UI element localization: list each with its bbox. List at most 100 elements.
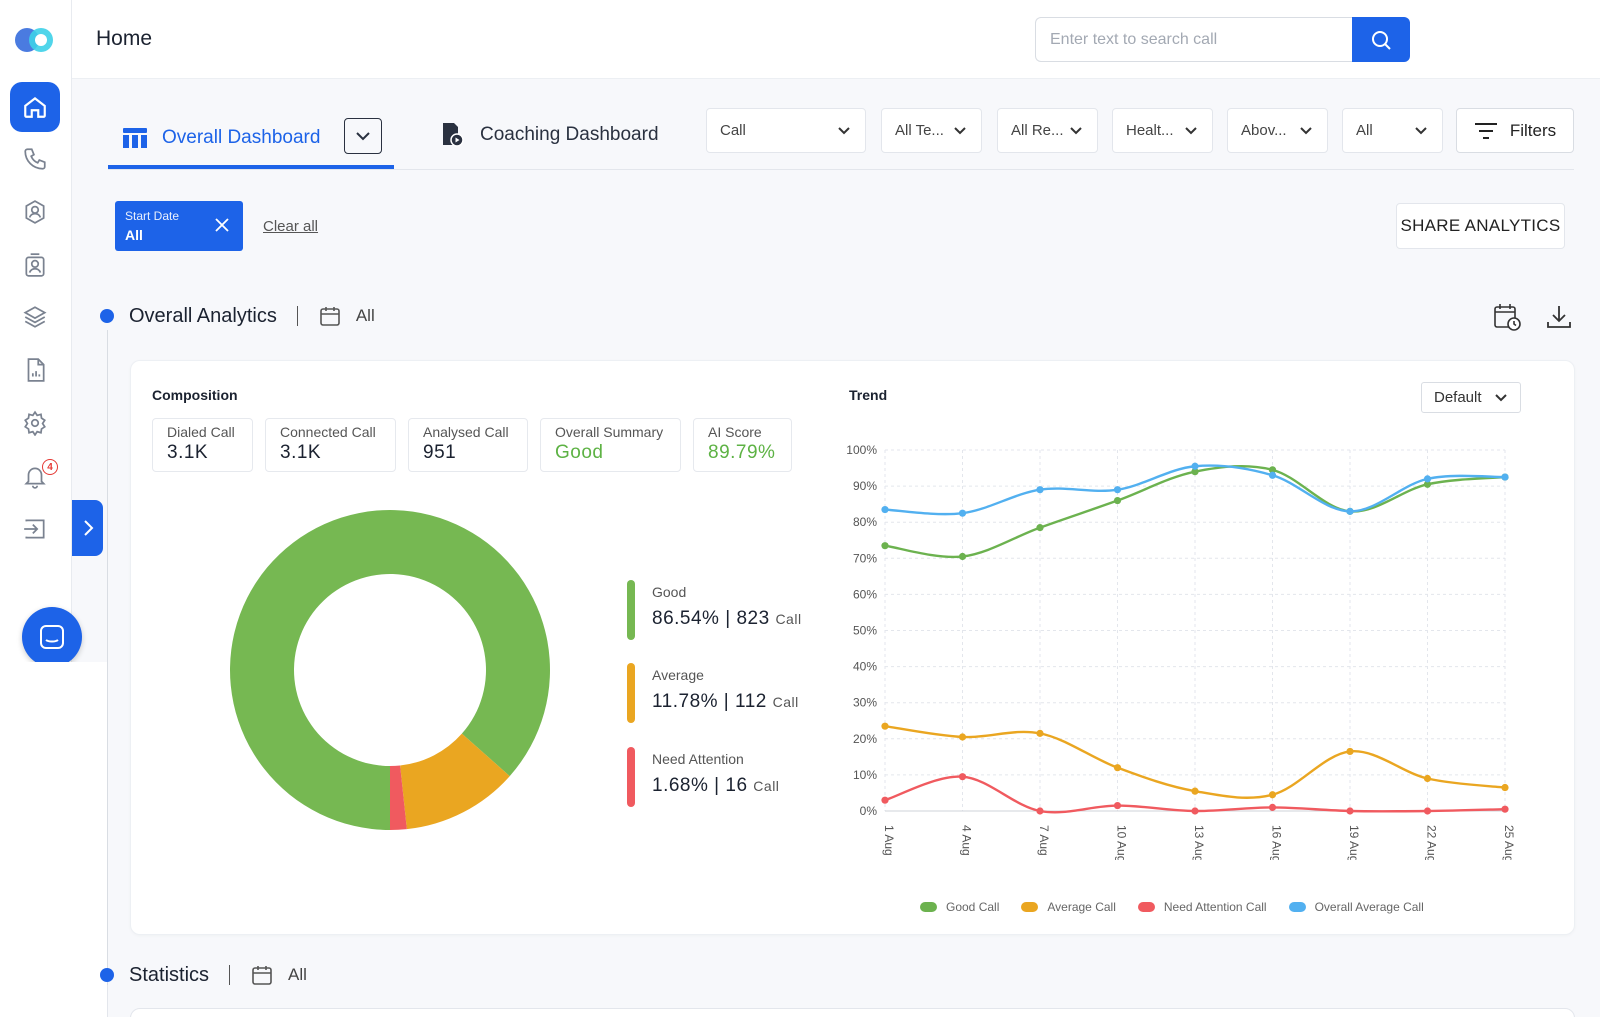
calendar-icon[interactable] [250, 963, 274, 987]
data-point-need-attention-call[interactable] [1501, 805, 1509, 813]
chevron-down-icon [838, 126, 850, 134]
download-icon[interactable] [1544, 302, 1574, 332]
trend-legend-item[interactable]: Overall Average Call [1288, 900, 1424, 914]
sidebar-item-reports[interactable] [10, 345, 60, 395]
filter-teams-value: All Te... [895, 122, 944, 139]
overall-analytics-title: Overall Analytics [129, 304, 277, 327]
data-point-need-attention-call[interactable] [1191, 807, 1199, 815]
data-point-average-call[interactable] [1268, 791, 1277, 799]
statistics-header: Statistics All [100, 963, 307, 987]
y-tick-label: 70% [853, 551, 877, 565]
x-tick-label: 10 Aug [1115, 825, 1129, 860]
composition-donut-chart [230, 510, 550, 830]
data-point-need-attention-call[interactable] [1036, 807, 1044, 815]
data-point-good-call[interactable] [958, 552, 967, 561]
data-point-need-attention-call[interactable] [1423, 807, 1432, 815]
y-tick-label: 0% [860, 804, 878, 818]
share-analytics-button[interactable]: SHARE ANALYTICS [1396, 203, 1565, 249]
sidebar-item-contacts[interactable] [10, 240, 60, 290]
data-point-overall-average-call[interactable] [881, 505, 889, 514]
trend-legend-item[interactable]: Good Call [920, 900, 999, 914]
filter-regions[interactable]: All Re... [997, 108, 1098, 153]
left-strip [0, 662, 108, 1017]
separator [229, 965, 231, 985]
data-point-average-call[interactable] [958, 733, 967, 741]
sidebar-item-agents[interactable] [10, 187, 60, 237]
data-point-average-call[interactable] [1113, 764, 1122, 772]
sidebar-expand-button[interactable] [72, 500, 103, 556]
filter-all-value: All [1356, 122, 1373, 139]
donut-slice-good[interactable] [230, 510, 550, 830]
data-point-average-call[interactable] [881, 722, 889, 730]
data-point-good-call[interactable] [1268, 466, 1277, 474]
trend-view-dropdown[interactable]: Default [1421, 382, 1521, 413]
data-point-good-call[interactable] [881, 542, 889, 550]
chat-launcher-button[interactable] [22, 607, 82, 667]
data-point-need-attention-call[interactable] [1268, 803, 1277, 811]
data-point-need-attention-call[interactable] [1346, 807, 1354, 815]
legend-unit: Call [772, 694, 799, 710]
data-point-overall-average-call[interactable] [1423, 475, 1432, 483]
chevron-down-icon [1300, 126, 1312, 134]
filter-all[interactable]: All [1342, 108, 1443, 153]
legend-swatch [1021, 902, 1039, 912]
donut-slice-need-attention[interactable] [390, 765, 407, 830]
sidebar-item-home[interactable] [10, 82, 60, 132]
metric-label: Connected Call [280, 424, 376, 440]
trend-legend-item[interactable]: Need Attention Call [1137, 900, 1267, 914]
tab-overall-dashboard[interactable]: Overall Dashboard [108, 110, 394, 169]
sidebar-item-settings[interactable] [10, 398, 60, 448]
x-tick-label: 22 Aug [1425, 825, 1439, 860]
tab-overall-dropdown[interactable] [344, 118, 382, 154]
data-point-overall-average-call[interactable] [1113, 486, 1122, 494]
filter-teams[interactable]: All Te... [881, 108, 982, 153]
data-point-average-call[interactable] [1346, 747, 1354, 756]
donut-slice-average[interactable] [400, 733, 510, 830]
data-point-good-call[interactable] [1423, 480, 1432, 488]
x-tick-label: 13 Aug [1192, 825, 1206, 860]
calendar-icon[interactable] [318, 304, 342, 328]
data-point-need-attention-call[interactable] [881, 796, 889, 804]
sidebar-item-notifications[interactable]: 4 [10, 451, 60, 501]
data-point-good-call[interactable] [1113, 496, 1122, 505]
statistics-title: Statistics [129, 963, 210, 986]
data-point-average-call[interactable] [1036, 729, 1044, 737]
data-point-need-attention-call[interactable] [1113, 801, 1122, 810]
clear-all-link[interactable]: Clear all [263, 218, 319, 235]
data-point-average-call[interactable] [1501, 783, 1509, 792]
filter-health[interactable]: Healt... [1112, 108, 1213, 153]
data-point-good-call[interactable] [1191, 468, 1199, 476]
tab-coaching-dashboard[interactable]: Coaching Dashboard [440, 110, 659, 160]
start-date-chip-label: Start Date [125, 209, 180, 223]
search-input[interactable] [1035, 17, 1353, 62]
data-point-overall-average-call[interactable] [1036, 486, 1044, 494]
filter-call-type[interactable]: Call [706, 108, 866, 153]
start-date-chip[interactable]: Start Date All [115, 201, 243, 251]
metric-value: 89.79% [708, 442, 776, 463]
filters-button[interactable]: Filters [1456, 108, 1574, 153]
data-point-overall-average-call[interactable] [1346, 507, 1354, 515]
trend-legend-item[interactable]: Average Call [1021, 900, 1116, 914]
metric-ai-score: AI Score 89.79% [693, 418, 792, 472]
data-point-overall-average-call[interactable] [1191, 462, 1199, 470]
legend-count: 112 [735, 691, 767, 712]
data-point-overall-average-call[interactable] [1268, 471, 1277, 479]
schedule-icon[interactable] [1492, 302, 1522, 332]
data-point-average-call[interactable] [1191, 787, 1199, 795]
data-point-good-call[interactable] [1036, 524, 1044, 532]
metric-label: AI Score [708, 424, 762, 440]
metric-connected-call: Connected Call 3.1K [265, 418, 396, 472]
data-point-overall-average-call[interactable] [1501, 473, 1509, 481]
metric-analysed-call: Analysed Call 951 [408, 418, 528, 472]
metric-value: 951 [423, 442, 457, 463]
sidebar-item-calls[interactable] [10, 134, 60, 184]
data-point-overall-average-call[interactable] [958, 509, 967, 517]
sidebar-item-layers[interactable] [10, 292, 60, 342]
close-icon[interactable] [213, 216, 231, 234]
data-point-average-call[interactable] [1423, 774, 1432, 783]
filter-score-range[interactable]: Abov... [1227, 108, 1328, 153]
sidebar-item-logout[interactable] [10, 504, 60, 554]
search-button[interactable] [1352, 17, 1410, 62]
metric-value: 3.1K [280, 442, 322, 463]
data-point-need-attention-call[interactable] [958, 773, 967, 781]
